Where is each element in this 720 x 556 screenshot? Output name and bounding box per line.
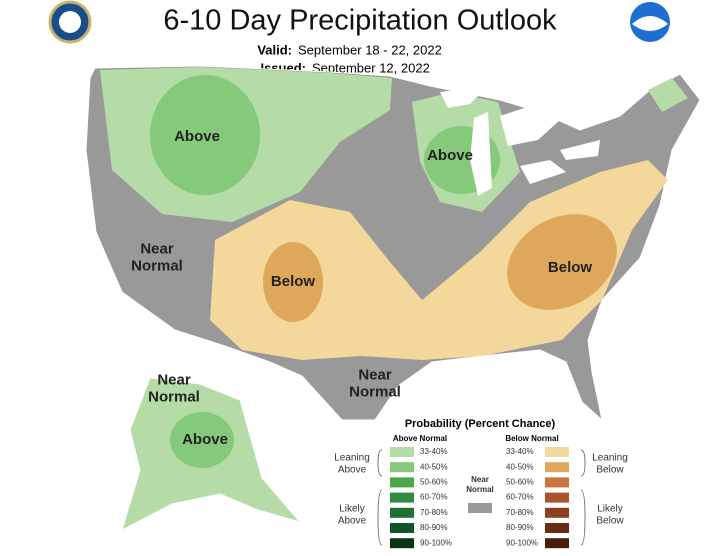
legend-brace (377, 489, 383, 546)
legend-range: 40-50% (420, 462, 448, 471)
legend-range: 60-70% (420, 493, 448, 502)
leaning-above-maine (648, 78, 688, 112)
doc-logo-inner (59, 11, 81, 33)
region-label: Near (157, 371, 191, 388)
region-label: Normal (148, 388, 200, 405)
valid-dates: September 18 - 22, 2022 (298, 42, 442, 57)
legend-brace (580, 489, 586, 546)
region-label: Below (548, 259, 593, 276)
legend-range: 50-60% (420, 478, 448, 487)
legend-swatch (390, 447, 414, 457)
alaska-above-core (170, 412, 234, 468)
legend-brace (377, 449, 383, 477)
legend-range: 70-80% (420, 508, 448, 517)
legend-above-header: Above Normal (393, 434, 447, 443)
legend-range: 50-60% (506, 478, 534, 487)
legend-range: 70-80% (506, 508, 534, 517)
alaska (121, 377, 302, 531)
region-label: Normal (349, 383, 401, 400)
legend-swatch (545, 507, 569, 518)
legend-swatch (390, 523, 414, 533)
legend-group-label: Likely (597, 504, 623, 515)
above-core-west (150, 75, 260, 195)
legend-range: 80-90% (506, 523, 534, 532)
legend-swatch (545, 477, 569, 488)
legend-group-label: Below (596, 465, 624, 476)
legend-range: 40-50% (506, 462, 534, 471)
legend-range: 90-100% (420, 538, 452, 547)
legend-range: 60-70% (506, 493, 534, 502)
legend-group-label: Leaning (592, 453, 628, 464)
legend-swatch (545, 538, 569, 549)
issued-date: September 12, 2022 (312, 60, 430, 75)
legend-range: 33-40% (506, 447, 534, 456)
legend-group-label: Likely (339, 504, 365, 515)
legend-group-label: Leaning (334, 453, 370, 464)
legend-swatch (390, 507, 414, 518)
legend-range: 80-90% (420, 523, 448, 532)
legend-title: Probability (Percent Chance) (405, 418, 556, 430)
great-lakes (440, 86, 600, 196)
legend-swatch (390, 538, 414, 549)
legend-swatch (545, 447, 569, 457)
legend-swatch (390, 477, 414, 488)
legend-near-label: Near (471, 475, 489, 484)
legend-swatch (390, 492, 414, 503)
legend-range: 33-40% (420, 447, 448, 456)
legend-swatch (390, 462, 414, 473)
legend-group-label: Below (596, 516, 624, 527)
legend-near-label: Normal (466, 485, 494, 494)
legend-group-label: Above (338, 465, 367, 476)
legend-swatch (545, 462, 569, 473)
legend-group-label: Above (338, 516, 367, 527)
region-label: Above (427, 147, 473, 164)
below-core-west (263, 242, 323, 322)
legend: 33-40% 40-50% 50-60% 60-70% 70-80% 80-90% 90-1… (334, 447, 628, 549)
region-label: Below (271, 273, 316, 290)
contiguous-us (85, 65, 701, 422)
noaa-logo-bird (632, 16, 668, 31)
legend-swatch (545, 523, 569, 533)
region-label: Above (182, 431, 228, 448)
legend-range: 90-100% (506, 538, 538, 547)
region-label: Near (358, 366, 392, 383)
below-core-east (507, 214, 617, 310)
legend-swatch (468, 503, 492, 513)
valid-label: Valid: (257, 42, 292, 57)
title: 6-10 Day Precipitation Outlook (163, 5, 557, 37)
region-label: Near (140, 240, 174, 257)
region-label: Normal (131, 257, 183, 274)
map-labels: AboveAboveNearNormalBelowBelowNearNormal… (131, 128, 592, 448)
leaning-below-area (210, 160, 668, 360)
legend-below-header: Below Normal (505, 434, 558, 443)
legend-brace (580, 449, 586, 477)
region-label: Above (174, 128, 220, 145)
legend-swatch (545, 492, 569, 503)
